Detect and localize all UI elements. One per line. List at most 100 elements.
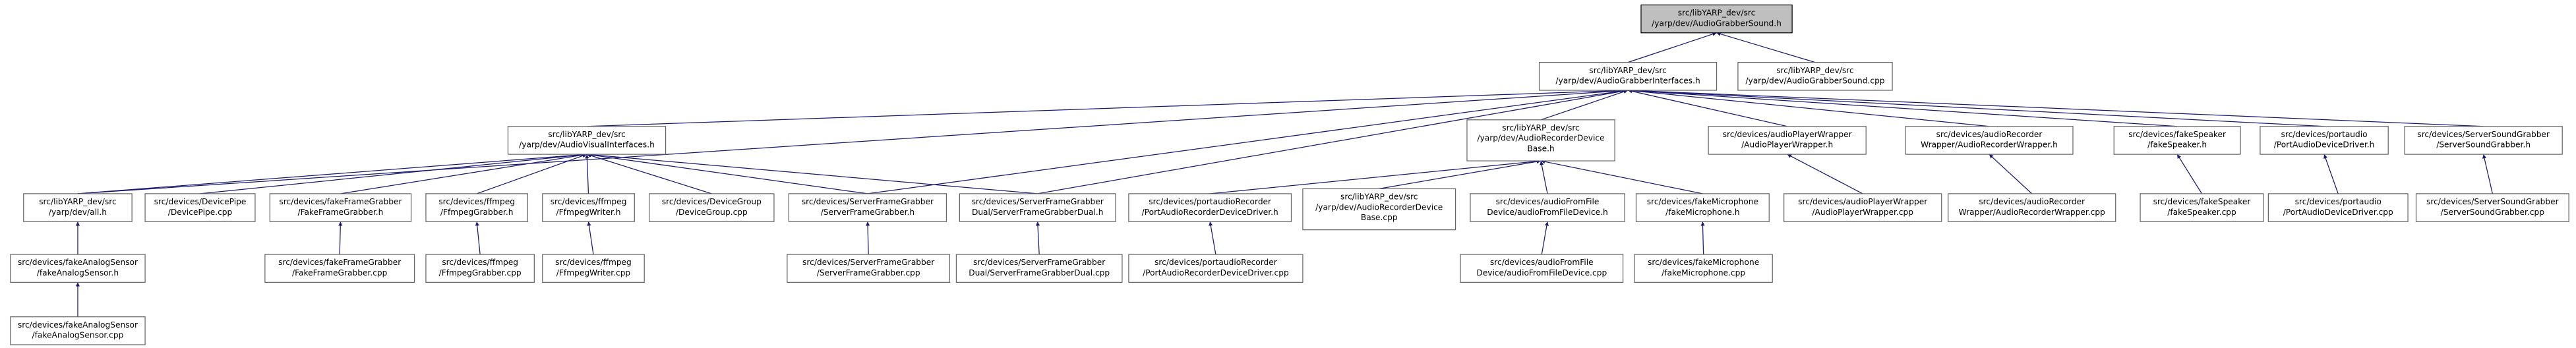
node-label: src/devices/ServerFrameGrabber: [972, 197, 1104, 206]
node: src/devices/fakeAnalogSensor/fakeAnalogS…: [10, 316, 146, 345]
node-label: src/devices/fakeAnalogSensor: [18, 258, 138, 267]
node-label: /DeviceGroup.cpp: [676, 208, 748, 217]
edge: [340, 153, 587, 194]
node-box: [542, 193, 635, 222]
node-box: [425, 193, 528, 222]
node: src/devices/audioPlayerWrapper/AudioPlay…: [1783, 193, 1942, 222]
node: src/devices/DevicePipe/DevicePipe.cpp: [144, 193, 256, 222]
node-label: src/devices/ffmpeg: [438, 197, 515, 206]
node-label: /ServerFrameGrabber.h: [821, 208, 914, 217]
node-label: src/devices/ffmpeg: [442, 258, 518, 267]
node-label: src/devices/ffmpeg: [551, 197, 627, 206]
edge: [1541, 221, 1549, 255]
node-box: [1948, 193, 2116, 222]
node-label: src/devices/fakeSpeaker: [2153, 197, 2252, 206]
node: src/devices/fakeFrameGrabber/FakeFrameGr…: [264, 254, 415, 283]
node-label: /yarp/dev/AudioRecorderDevice: [1315, 202, 1443, 212]
edge: [1379, 160, 1542, 190]
edge: [1540, 160, 1548, 194]
node-label: src/libYARP_dev/src: [1678, 9, 1755, 18]
node-box: [10, 254, 146, 283]
node-label: src/devices/ServerFrameGrabber: [802, 197, 934, 206]
node-label: /yarp/dev/AudioGrabberInterfaces.h: [1555, 76, 1700, 86]
node-label: /fakeAnalogSensor.h: [37, 268, 119, 277]
edge: [587, 88, 1629, 127]
edge: [77, 152, 587, 194]
node-label: Device/audioFromFileDevice.h: [1487, 208, 1607, 217]
node-box: [1460, 254, 1624, 283]
node-label: /fakeSpeaker.cpp: [2167, 208, 2236, 217]
node-box: [1783, 193, 1942, 222]
node-box: [1640, 4, 1793, 34]
node-label: src/libYARP_dev/src: [1340, 192, 1418, 202]
edge: [476, 154, 587, 194]
node-box: [1302, 188, 1456, 231]
node-label: src/devices/portaudioRecorder: [1154, 258, 1278, 267]
node: src/libYARP_dev/src/yarp/dev/AudioVisual…: [507, 126, 667, 155]
node-label: src/devices/portaudio: [2295, 197, 2381, 206]
node-label: /fakeMicrophone.h: [1665, 208, 1740, 217]
node-label: /FfmpegWriter.cpp: [556, 268, 631, 277]
node-box: [1466, 119, 1615, 161]
node-label: /fakeAnalogSensor.cpp: [32, 331, 124, 340]
node-label: src/devices/audioRecorder: [1936, 130, 2043, 139]
node: src/devices/audioFromFile Device/audioFro…: [1470, 193, 1625, 222]
node: src/devices/audioFromFileDevice/audioFro…: [1460, 254, 1624, 283]
edge: [200, 152, 587, 194]
node-label: src/devices/DevicePipe: [154, 197, 247, 206]
node-label: /AudioPlayerWrapper.cpp: [1812, 208, 1913, 217]
node: src/devices/ffmpeg/FfmpegWriter.h: [542, 193, 635, 222]
node-label: src/devices/audioFromFile: [1496, 197, 1600, 206]
node-label: /fakeSpeaker.h: [2147, 140, 2207, 150]
node: src/devices/fakeMicrophone/fakeMicrophon…: [1635, 193, 1770, 222]
node-label: /yarp/dev/AudioGrabberSound.h: [1652, 18, 1782, 28]
node-label: /PortAudioDeviceDriver.cpp: [2283, 208, 2393, 217]
node-label: src/devices/audioRecorder: [1979, 197, 2085, 206]
node-label: Dual/ServerFrameGrabberDual.cpp: [969, 268, 1110, 277]
edge: [475, 221, 481, 255]
edge: [1037, 88, 1629, 194]
edge: [1627, 32, 1717, 63]
node-label: src/devices/portaudio: [2281, 130, 2367, 139]
edge: [586, 154, 712, 194]
edge: [77, 88, 1629, 194]
node-label: Dual/ServerFrameGrabberDual.h: [972, 208, 1103, 217]
node-label: /ServerFrameGrabber.cpp: [817, 268, 920, 277]
node-label: /ServerSoundGrabber.cpp: [2441, 208, 2545, 217]
node: src/devices/portaudio/PortAudioDeviceDri…: [2267, 193, 2409, 222]
edge: [1627, 88, 1990, 127]
node-box: [2415, 193, 2569, 222]
node-box: [955, 254, 1123, 283]
node: src/devices/DeviceGroup/DeviceGroup.cpp: [649, 193, 775, 222]
node: src/libYARP_dev/src/yarp/dev/AudioRecord…: [1302, 188, 1456, 231]
node-box: [144, 193, 256, 222]
node: src/devices/fakeMicrophone/fakeMicrophon…: [1634, 254, 1773, 283]
node: src/devices/ServerFrameGrabberDual/Serve…: [955, 254, 1123, 283]
node: src/devices/audioRecorderWrapper/AudioRe…: [1905, 126, 2074, 155]
node: src/devices/fakeSpeaker/fakeSpeaker.h: [2113, 126, 2241, 155]
edge: [1627, 89, 1787, 127]
node-label: src/devices/audioPlayerWrapper: [1798, 197, 1928, 206]
node-box: [269, 193, 412, 222]
node-box: [10, 316, 146, 345]
node-box: [1905, 126, 2074, 155]
node: src/libYARP_dev/src/yarp/dev/all.h: [23, 193, 133, 222]
node-box: [425, 254, 535, 283]
edge: [586, 152, 1038, 194]
node-label: src/devices/fakeAnalogSensor: [18, 320, 138, 330]
node-box: [542, 254, 645, 283]
node: src/devices/ServerSoundGrabber/ServerSou…: [2404, 126, 2563, 155]
node: src/devices/fakeSpeaker/fakeSpeaker.cpp: [2140, 193, 2264, 222]
node-label: src/libYARP_dev/src: [548, 130, 626, 139]
node: src/libYARP_dev/src/yarp/dev/AudioGrabbe…: [1640, 4, 1793, 34]
edge: [1628, 88, 2325, 127]
edge: [1787, 154, 1863, 194]
node-label: /AudioPlayerWrapper.h: [1741, 140, 1833, 150]
node-label: src/devices/fakeMicrophone: [1647, 197, 1758, 206]
node: src/devices/ServerFrameGrabber Dual/Serve…: [959, 193, 1116, 222]
node-label: /fakeMicrophone.cpp: [1662, 268, 1745, 277]
edge: [867, 88, 1629, 194]
node: src/devices/ffmpeg/FfmpegGrabber.h: [425, 193, 528, 222]
edge: [1540, 160, 1703, 194]
node-box: [2404, 126, 2563, 155]
